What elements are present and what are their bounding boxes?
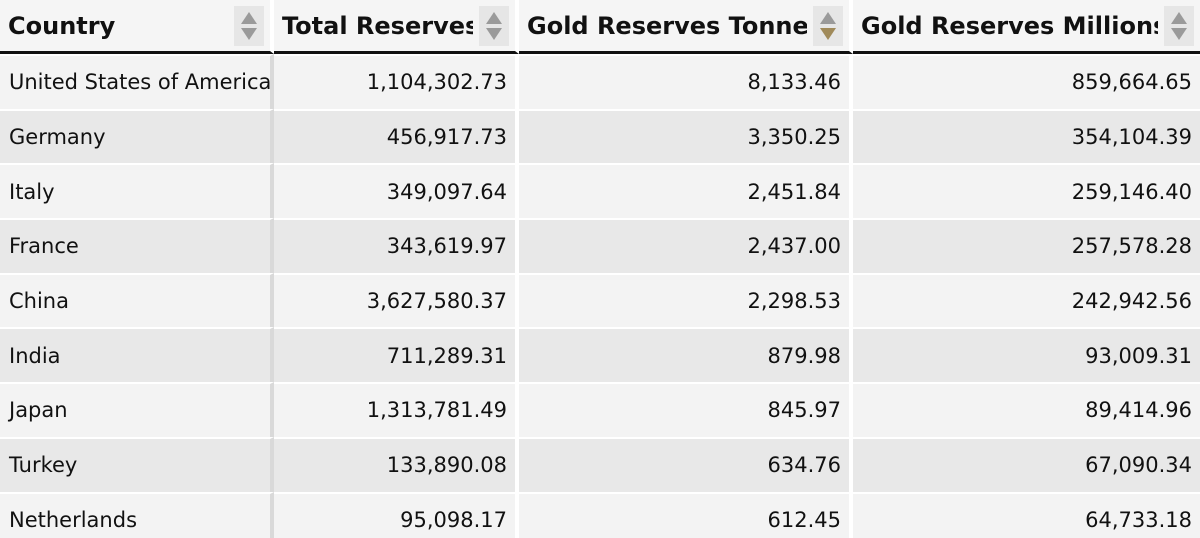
table-row[interactable]: India 711,289.31 879.98 93,009.31 xyxy=(0,327,1200,383)
cell-gold-reserves-tonnes: 845.97 xyxy=(519,382,853,437)
table-row[interactable]: Japan 1,313,781.49 845.97 89,414.96 xyxy=(0,382,1200,437)
column-header-label: Gold Reserves Tonnes xyxy=(527,11,807,40)
column-header-total-reserves[interactable]: Total Reserves xyxy=(274,0,519,54)
cell-total-reserves: 1,313,781.49 xyxy=(274,382,519,437)
cell-country: Japan xyxy=(0,382,274,437)
cell-total-reserves: 456,917.73 xyxy=(274,108,519,164)
cell-country: France xyxy=(0,218,274,273)
cell-gold-reserves-millions: 259,146.40 xyxy=(853,163,1200,219)
cell-gold-reserves-millions: 89,414.96 xyxy=(853,382,1200,437)
cell-total-reserves: 1,104,302.73 xyxy=(274,54,519,109)
sort-arrows-icon[interactable] xyxy=(234,5,264,46)
table-row[interactable]: United States of America 1,104,302.73 8,13… xyxy=(0,54,1200,109)
table-row[interactable]: Italy 349,097.64 2,451.84 259,146.40 xyxy=(0,163,1200,219)
cell-country: Netherlands xyxy=(0,491,274,538)
header-row: Country Total Reserves Gold Reserves Ton… xyxy=(0,0,1200,54)
cell-gold-reserves-tonnes: 612.45 xyxy=(519,491,853,538)
cell-total-reserves: 711,289.31 xyxy=(274,327,519,383)
cell-gold-reserves-millions: 64,733.18 xyxy=(853,491,1200,538)
cell-gold-reserves-millions: 93,009.31 xyxy=(853,327,1200,383)
sort-descending-icon[interactable] xyxy=(813,5,843,46)
sort-arrows-icon[interactable] xyxy=(479,5,509,46)
cell-gold-reserves-tonnes: 879.98 xyxy=(519,327,853,383)
cell-country: Germany xyxy=(0,108,274,164)
cell-country: China xyxy=(0,272,274,328)
cell-gold-reserves-millions: 354,104.39 xyxy=(853,108,1200,164)
cell-country: Italy xyxy=(0,163,274,219)
sort-arrows-icon[interactable] xyxy=(1164,5,1194,46)
column-header-gold-reserves-millions[interactable]: Gold Reserves Millions xyxy=(853,0,1200,54)
cell-gold-reserves-tonnes: 2,451.84 xyxy=(519,163,853,219)
table-row[interactable]: China 3,627,580.37 2,298.53 242,942.56 xyxy=(0,272,1200,328)
cell-total-reserves: 95,098.17 xyxy=(274,491,519,538)
cell-gold-reserves-tonnes: 8,133.46 xyxy=(519,54,853,109)
cell-total-reserves: 3,627,580.37 xyxy=(274,272,519,328)
column-header-country[interactable]: Country xyxy=(0,0,274,54)
table-body: United States of America 1,104,302.73 8,13… xyxy=(0,54,1200,538)
table-row[interactable]: Germany 456,917.73 3,350.25 354,104.39 xyxy=(0,108,1200,164)
column-header-label: Country xyxy=(8,11,116,40)
cell-country: India xyxy=(0,327,274,383)
cell-gold-reserves-millions: 859,664.65 xyxy=(853,54,1200,109)
table-row[interactable]: Netherlands 95,098.17 612.45 64,733.18 xyxy=(0,491,1200,538)
cell-gold-reserves-millions: 257,578.28 xyxy=(853,218,1200,273)
cell-country: Turkey xyxy=(0,436,274,492)
cell-gold-reserves-tonnes: 2,437.00 xyxy=(519,218,853,273)
cell-gold-reserves-tonnes: 3,350.25 xyxy=(519,108,853,164)
table-row[interactable]: France 343,619.97 2,437.00 257,578.28 xyxy=(0,218,1200,273)
column-header-label: Total Reserves xyxy=(282,11,473,40)
cell-total-reserves: 343,619.97 xyxy=(274,218,519,273)
cell-gold-reserves-millions: 67,090.34 xyxy=(853,436,1200,492)
cell-total-reserves: 133,890.08 xyxy=(274,436,519,492)
table-row[interactable]: Turkey 133,890.08 634.76 67,090.34 xyxy=(0,436,1200,492)
table-header: Country Total Reserves Gold Reserves Ton… xyxy=(0,0,1200,54)
cell-gold-reserves-millions: 242,942.56 xyxy=(853,272,1200,328)
cell-gold-reserves-tonnes: 2,298.53 xyxy=(519,272,853,328)
column-header-label: Gold Reserves Millions xyxy=(861,11,1158,40)
cell-country: United States of America xyxy=(0,54,274,109)
cell-gold-reserves-tonnes: 634.76 xyxy=(519,436,853,492)
cell-total-reserves: 349,097.64 xyxy=(274,163,519,219)
column-header-gold-reserves-tonnes[interactable]: Gold Reserves Tonnes xyxy=(519,0,853,54)
